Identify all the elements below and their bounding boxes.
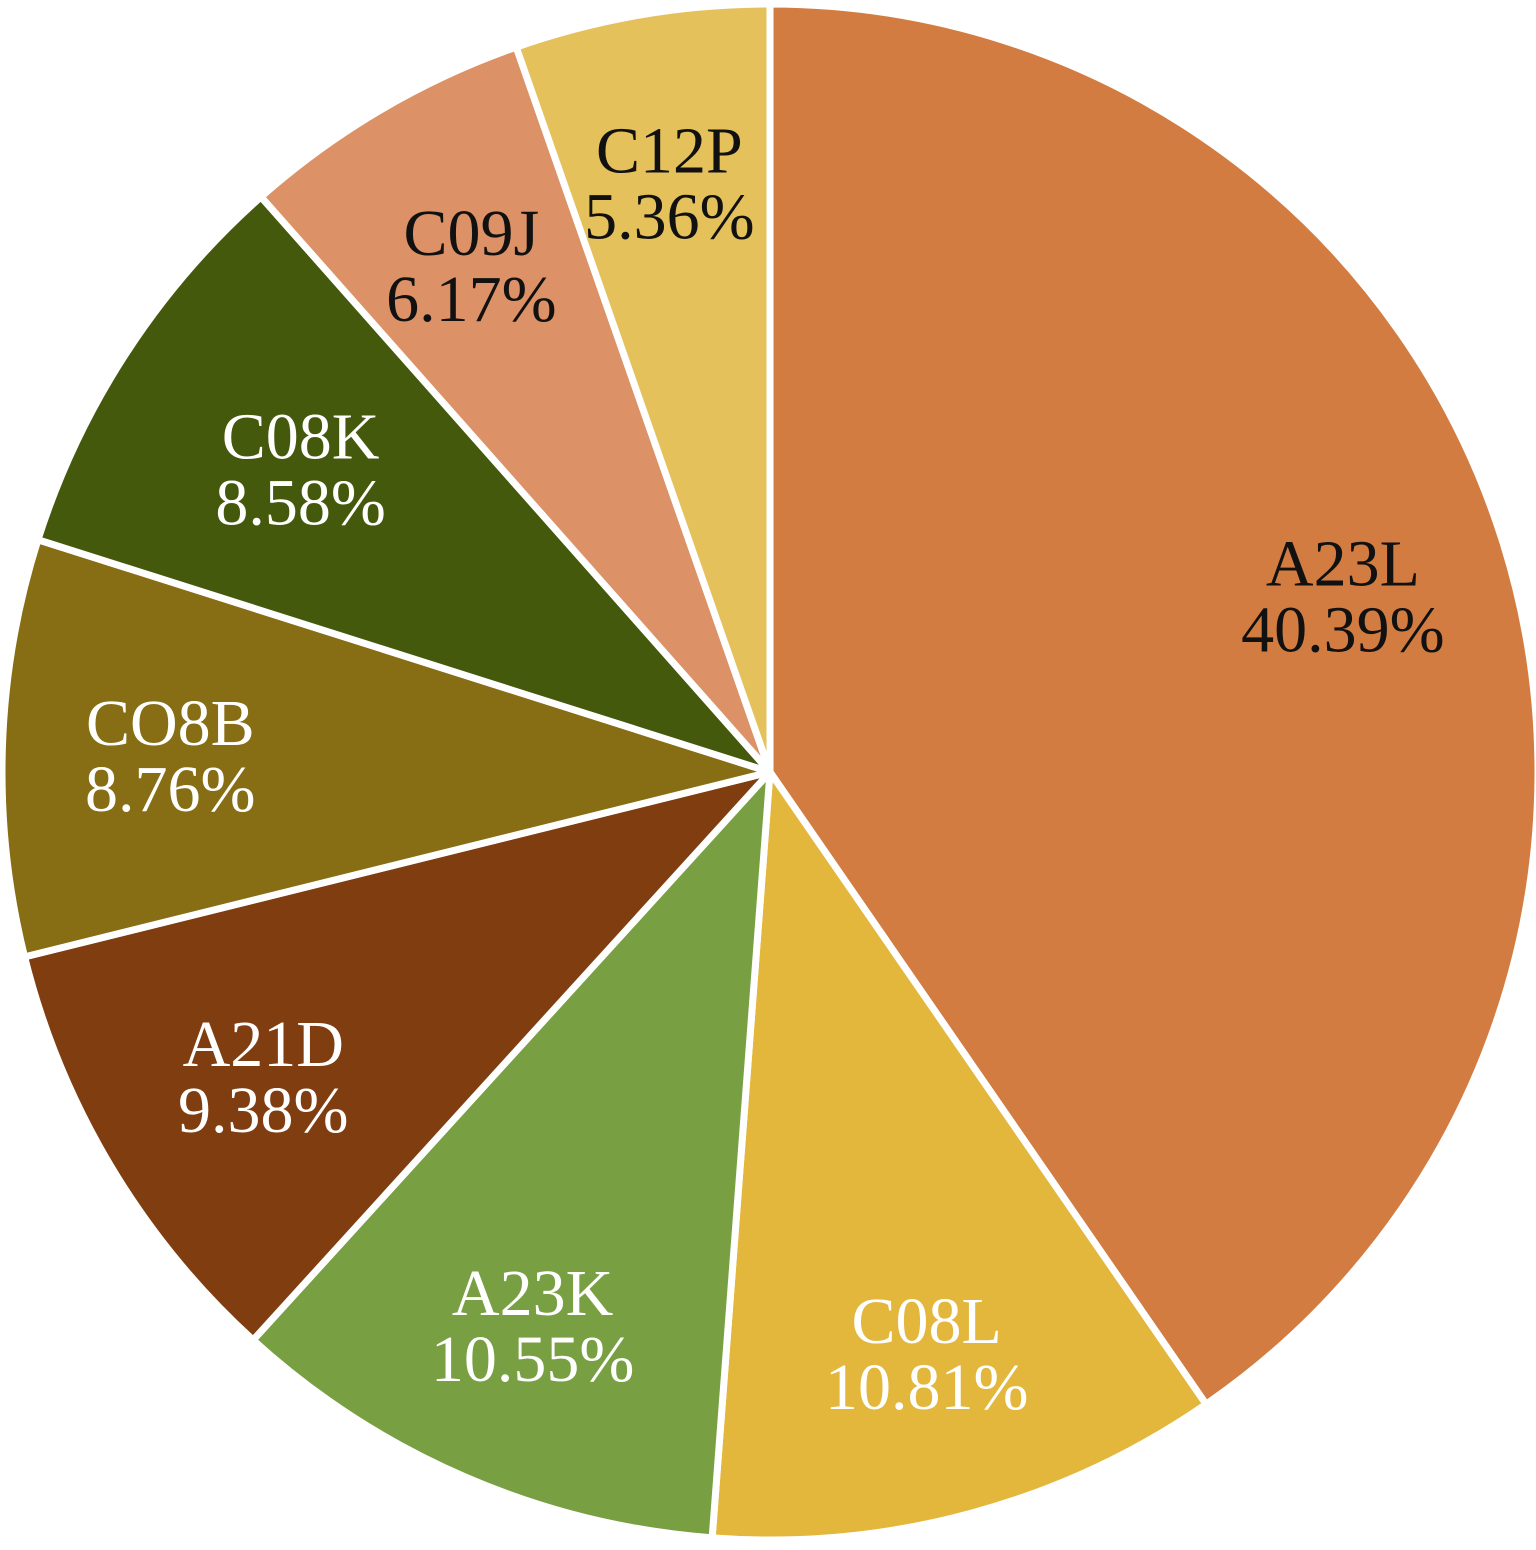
slice-name-label: CO8B xyxy=(86,687,255,760)
pie-slice-c08l xyxy=(708,768,1210,1544)
slice-name-label: A21D xyxy=(183,1008,344,1081)
slice-name-label: A23K xyxy=(452,1257,613,1330)
slice-percent-label: 8.76% xyxy=(85,753,255,826)
pie-slice-co8b xyxy=(0,536,774,961)
pie-slice-c09j xyxy=(257,43,774,776)
pie-slice-c08k xyxy=(34,193,774,776)
pie-slice-c12p xyxy=(512,0,774,776)
slice-percent-label: 8.58% xyxy=(215,467,385,540)
slice-name-label: C09J xyxy=(404,197,540,270)
slice-name-label: C12P xyxy=(596,115,743,188)
slice-percent-label: 10.55% xyxy=(431,1323,634,1396)
slice-name-label: C08K xyxy=(222,401,380,474)
slice-name-label: A23L xyxy=(1266,528,1420,601)
pie-slice-a23k xyxy=(249,768,774,1542)
slice-name-label: C08L xyxy=(852,1285,1002,1358)
slice-percent-label: 40.39% xyxy=(1241,594,1444,667)
slice-percent-label: 6.17% xyxy=(386,263,556,336)
slice-percent-label: 9.38% xyxy=(178,1074,348,1147)
pie-slice-a23l xyxy=(766,0,1536,1408)
slice-percent-label: 5.36% xyxy=(584,181,754,254)
slice-percent-label: 10.81% xyxy=(825,1351,1028,1424)
